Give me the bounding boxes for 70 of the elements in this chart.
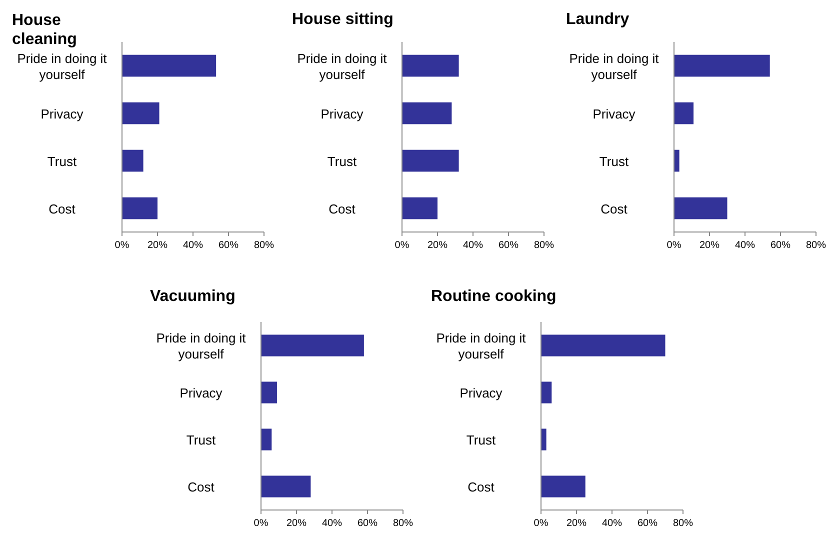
x-tick-label: 60%	[357, 518, 378, 529]
y-tick-label: Cost	[328, 201, 356, 216]
y-tick-label: Trust	[599, 154, 629, 169]
x-tick-label: 60%	[218, 240, 239, 251]
y-tick-label: Privacy	[592, 106, 636, 122]
bar	[674, 54, 770, 77]
y-tick-label: Trust	[47, 154, 77, 169]
y-tick-label: Pride in doing it yourself	[297, 50, 388, 82]
chart-title: House sitting	[292, 11, 394, 28]
x-tick-label: 80%	[392, 518, 414, 529]
bar	[261, 476, 311, 498]
bar	[261, 428, 272, 450]
y-tick-label: Privacy	[40, 106, 84, 122]
x-tick-label: 20%	[427, 240, 448, 251]
bar	[122, 102, 160, 124]
x-tick-label: 40%	[734, 240, 756, 251]
x-tick-label: 20%	[566, 518, 587, 529]
bar	[674, 150, 680, 172]
y-tick-label: Trust	[327, 154, 357, 169]
bar	[402, 150, 459, 172]
y-tick-label: Pride in doing it yourself	[156, 330, 246, 362]
y-tick-label: Cost	[48, 201, 76, 216]
x-tick-label: 0%	[666, 240, 682, 251]
bar	[541, 334, 666, 356]
bar	[674, 102, 694, 124]
y-tick-label: Cost	[600, 201, 628, 216]
bar	[122, 197, 158, 220]
x-tick-label: 0%	[254, 518, 268, 529]
x-tick-label: 80%	[672, 518, 694, 529]
bar	[402, 102, 452, 124]
y-tick-label: Trust	[466, 432, 496, 448]
x-tick-label: 40%	[602, 518, 622, 529]
chart-title: Vacuuming	[150, 288, 236, 305]
bar	[122, 54, 216, 77]
bar	[541, 428, 546, 450]
x-tick-label: 60%	[637, 518, 658, 529]
bar	[674, 197, 728, 220]
x-tick-label: 40%	[462, 240, 484, 251]
chart-title: Laundry	[566, 11, 630, 28]
bar	[402, 197, 438, 220]
y-tick-label: Pride in doing it yourself	[569, 50, 660, 82]
y-tick-label: Privacy	[180, 386, 223, 400]
x-tick-label: 60%	[770, 240, 791, 251]
bar	[541, 382, 552, 404]
x-tick-label: 80%	[806, 240, 826, 251]
chart-title: House cleaning	[12, 12, 77, 48]
x-tick-label: 0%	[114, 240, 130, 251]
x-tick-label: 80%	[254, 240, 274, 251]
bar	[261, 382, 277, 404]
y-tick-label: Privacy	[320, 106, 364, 122]
y-tick-label: Trust	[186, 432, 216, 448]
x-tick-label: 40%	[322, 518, 342, 529]
bar	[122, 150, 144, 172]
bar	[541, 476, 586, 498]
y-tick-label: Pride in doing it yourself	[436, 330, 526, 362]
x-tick-label: 80%	[534, 240, 554, 251]
y-tick-label: Cost	[188, 480, 215, 494]
x-tick-label: 0%	[534, 518, 548, 529]
x-tick-label: 20%	[699, 240, 720, 251]
chart-title: Routine cooking	[431, 288, 556, 305]
bar	[402, 54, 459, 77]
x-tick-label: 0%	[394, 240, 410, 251]
y-tick-label: Privacy	[460, 386, 503, 400]
x-tick-label: 20%	[286, 518, 307, 529]
bar	[261, 334, 364, 356]
y-tick-label: Cost	[468, 480, 495, 494]
y-tick-label: Pride in doing it yourself	[17, 50, 108, 82]
x-tick-label: 40%	[182, 240, 204, 251]
x-tick-label: 60%	[498, 240, 519, 251]
x-tick-label: 20%	[147, 240, 168, 251]
